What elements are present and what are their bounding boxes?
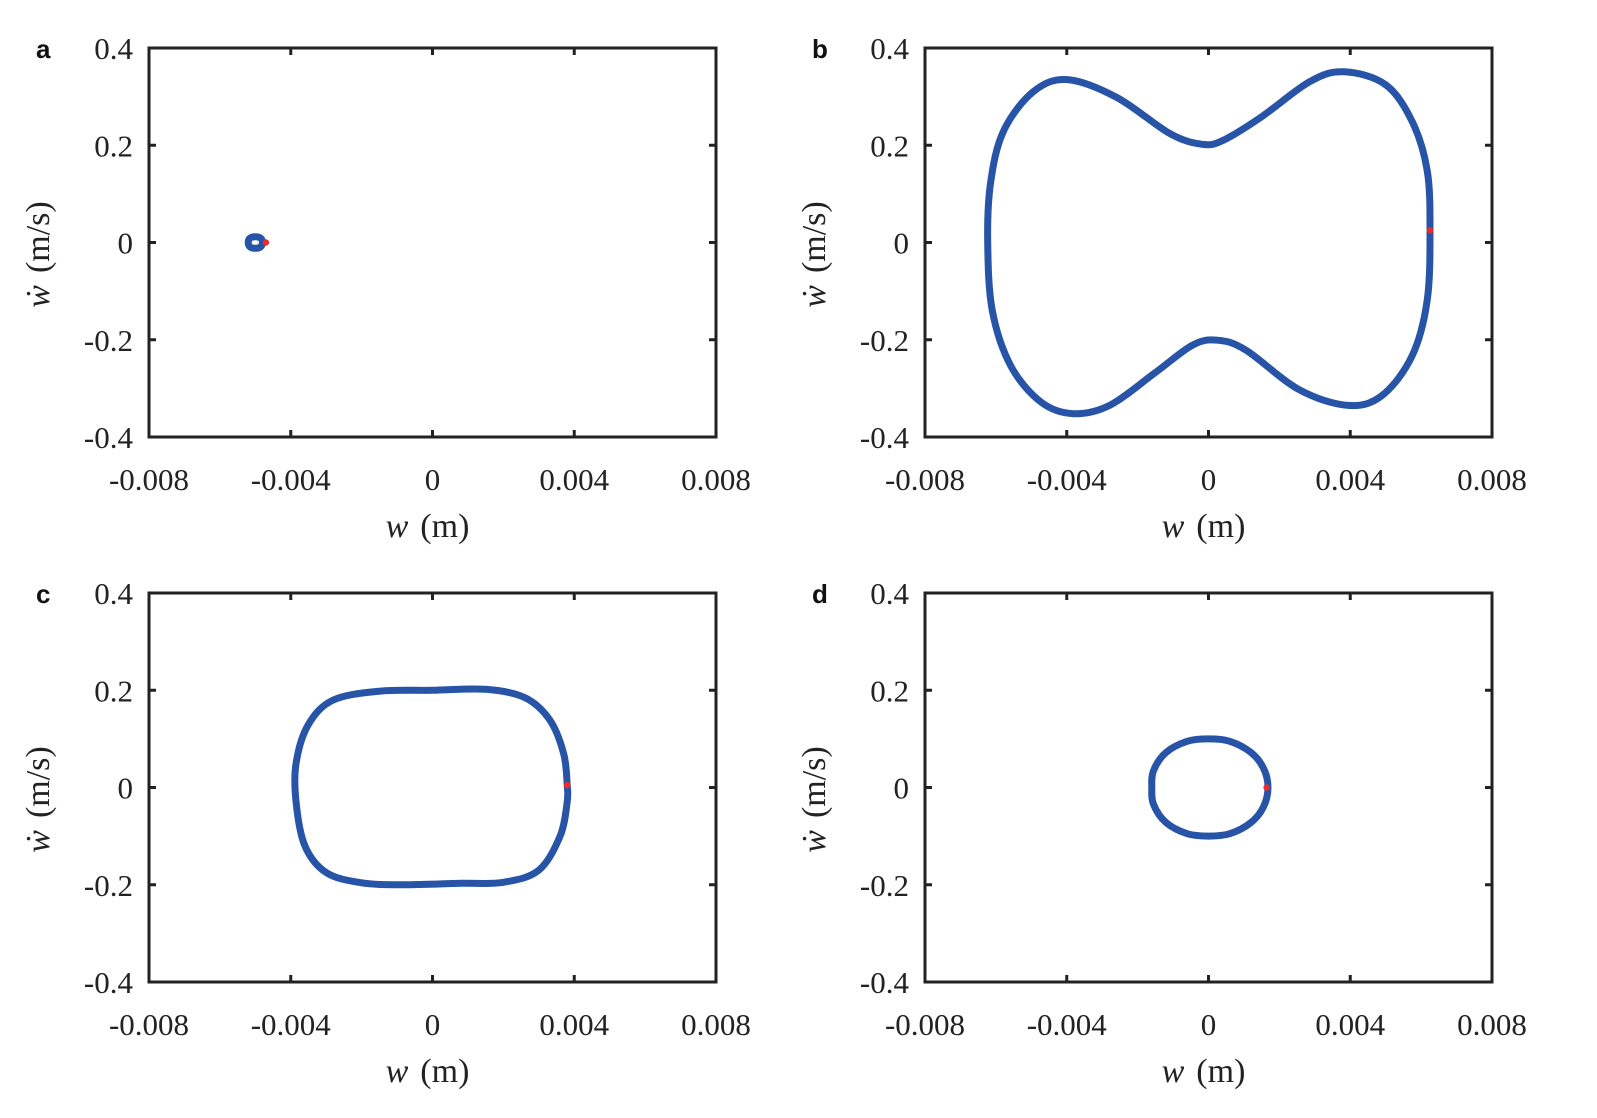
y-tick-label: 0.2 [94,128,133,163]
y-axis-label: ẇ (m/s) [796,746,833,852]
axes-box [147,46,718,439]
panel-c: c -0.008 -0.004 0 0.004 0.008 0.4 0.2 0 -0.2 -0.4 w… [20,576,751,1090]
x-axis-label-var: w [1162,508,1185,545]
panel-b: b -0.008 -0.004 0 0.004 0.008 0.4 0.2 0 -0.2 -0.4 w… [796,31,1527,545]
y-tick-label: -0.2 [860,868,909,903]
start-point-marker [1263,784,1270,791]
x-tick-label: -0.008 [109,1007,189,1042]
y-tick-label: -0.2 [84,868,133,903]
x-axis-label-var: w [386,1053,409,1090]
y-axis-label-unit: (m/s) [20,201,57,273]
x-tick-label: 0.004 [1315,462,1385,497]
x-tick-label: 0.008 [681,462,751,497]
phase-trajectory [291,685,572,889]
y-tick-label: 0 [894,226,910,261]
y-axis-label-unit: (m/s) [796,201,833,273]
x-axis-label: w (m) [386,508,470,545]
x-tick-label: -0.008 [109,462,189,497]
panel-letter: a [36,34,51,64]
start-point-marker [262,239,270,246]
x-tick-label: -0.004 [251,1007,332,1042]
y-tick-label: 0.4 [870,31,909,66]
y-tick-label: 0.2 [870,673,909,708]
x-tick-label: 0.008 [681,1007,751,1042]
x-tick-label: 0 [425,1007,441,1042]
y-axis-label-unit: (m/s) [20,746,57,818]
y-tick-label: -0.2 [860,323,909,358]
y-axis-label-unit: (m/s) [796,746,833,818]
x-tick-label: 0 [425,462,441,497]
y-axis-label: ẇ (m/s) [796,201,833,307]
x-axis-label: w (m) [386,1053,470,1090]
x-axis-label-unit: (m) [420,1053,469,1090]
y-tick-label: -0.4 [860,420,910,455]
x-tick-label: 0 [1201,462,1217,497]
panel-d: d -0.008 -0.004 0 0.004 0.008 0.4 0.2 0 -0.2 -0.4 w… [796,576,1527,1090]
y-tick-label: 0.2 [870,128,909,163]
y-tick-label: -0.4 [860,965,910,1000]
x-tick-label: 0.004 [1315,1007,1385,1042]
x-tick-label: 0.008 [1457,462,1527,497]
x-axis-label-var: w [1162,1053,1185,1090]
y-axis-label-var: ẇ [20,285,57,308]
panel-letter: c [36,579,50,609]
panel-letter: b [812,34,828,64]
x-tick-label: -0.004 [1027,1007,1108,1042]
y-tick-label: -0.2 [84,323,133,358]
y-tick-label: -0.4 [84,965,134,1000]
y-tick-label: 0 [118,771,134,806]
start-point-marker [1426,227,1434,234]
y-axis-label-var: ẇ [20,830,57,853]
x-tick-label: -0.008 [885,1007,965,1042]
y-tick-label: 0 [118,226,134,261]
x-axis-label: w (m) [1162,1053,1246,1090]
y-tick-label: -0.4 [84,420,134,455]
start-point-marker [563,781,571,789]
phase-trajectory [984,68,1434,418]
panel-letter: d [812,579,828,609]
y-tick-label: 0.4 [94,31,133,66]
y-axis-label-var: ẇ [796,830,833,853]
x-tick-label: 0.004 [539,462,609,497]
phase-trajectory [244,233,266,252]
y-axis-label: ẇ (m/s) [20,201,57,307]
x-tick-label: 0.008 [1457,1007,1527,1042]
y-axis-label-var: ẇ [796,285,833,308]
x-axis-label-unit: (m) [1196,1053,1245,1090]
y-tick-label: 0.4 [870,576,909,611]
y-tick-label: 0.4 [94,576,133,611]
x-tick-label: 0.004 [539,1007,609,1042]
y-axis-label: ẇ (m/s) [20,746,57,852]
x-axis-label-unit: (m) [1196,508,1245,545]
x-axis-label: w (m) [1162,508,1246,545]
y-tick-label: 0 [894,771,910,806]
x-tick-label: 0 [1201,1007,1217,1042]
phase-trajectory [1148,735,1272,840]
x-axis-label-var: w [386,508,409,545]
axes-box [147,591,718,984]
axes-box [923,46,1494,439]
x-axis-label-unit: (m) [420,508,469,545]
x-tick-label: -0.004 [1027,462,1108,497]
x-tick-label: -0.004 [251,462,332,497]
y-tick-label: 0.2 [94,673,133,708]
axes-box [923,591,1494,984]
panel-a: a -0.008 -0.004 0 0.004 0.008 0.4 0.2 0 -0.2 -0.4 w… [20,31,751,545]
x-tick-label: -0.008 [885,462,965,497]
